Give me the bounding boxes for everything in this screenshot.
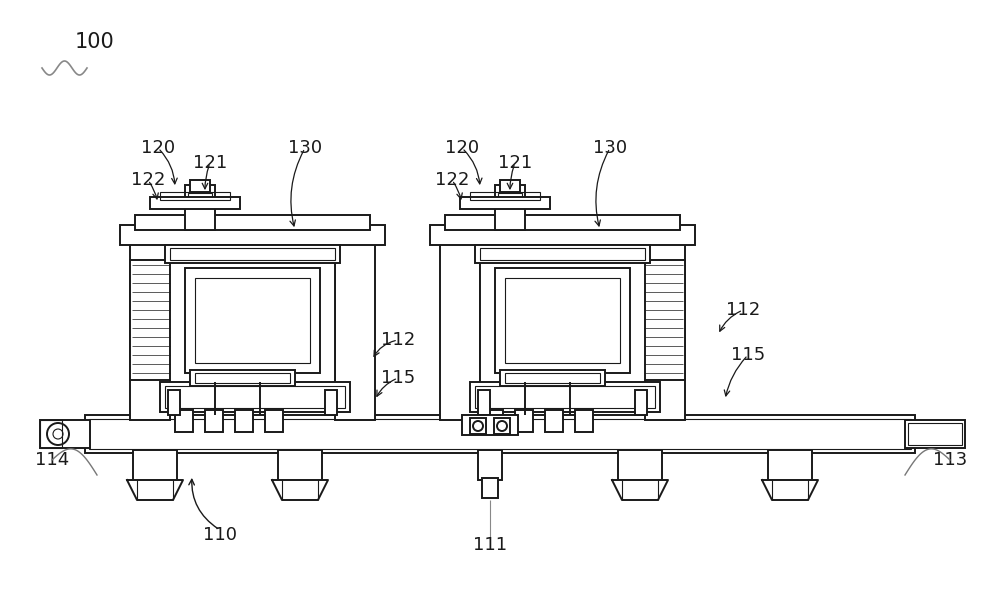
Bar bbox=[120, 225, 385, 245]
Bar bbox=[445, 215, 680, 230]
Polygon shape bbox=[762, 480, 818, 500]
Text: 130: 130 bbox=[593, 139, 627, 157]
Bar bbox=[335, 230, 375, 420]
Polygon shape bbox=[612, 480, 668, 500]
Bar bbox=[235, 410, 253, 432]
Bar bbox=[130, 260, 172, 380]
Text: 130: 130 bbox=[288, 139, 322, 157]
Text: 100: 100 bbox=[75, 32, 115, 52]
Bar bbox=[133, 450, 177, 480]
Bar bbox=[470, 382, 660, 412]
Bar bbox=[498, 193, 522, 201]
Bar bbox=[440, 230, 480, 420]
Text: 115: 115 bbox=[381, 369, 415, 387]
Bar bbox=[635, 390, 647, 415]
Bar bbox=[475, 386, 655, 408]
Bar bbox=[545, 410, 563, 432]
Bar bbox=[462, 415, 518, 435]
Bar bbox=[908, 423, 962, 445]
Bar bbox=[478, 450, 502, 480]
Bar bbox=[470, 418, 486, 434]
Bar bbox=[40, 420, 90, 448]
Bar bbox=[40, 420, 62, 448]
Bar bbox=[185, 185, 215, 230]
Bar bbox=[645, 230, 685, 420]
Bar bbox=[150, 197, 240, 209]
Bar bbox=[278, 450, 322, 480]
Bar bbox=[500, 180, 520, 192]
Bar bbox=[185, 268, 320, 373]
Text: 121: 121 bbox=[193, 154, 227, 172]
Text: 112: 112 bbox=[381, 331, 415, 349]
Polygon shape bbox=[272, 480, 328, 500]
Bar bbox=[482, 478, 498, 498]
Bar bbox=[188, 193, 212, 201]
Bar bbox=[480, 255, 645, 385]
Text: 120: 120 bbox=[445, 139, 479, 157]
Bar bbox=[165, 386, 345, 408]
Text: 121: 121 bbox=[498, 154, 532, 172]
Bar bbox=[505, 278, 620, 363]
Text: 122: 122 bbox=[435, 171, 469, 189]
Bar bbox=[495, 185, 525, 230]
Text: 111: 111 bbox=[473, 536, 507, 554]
Bar bbox=[478, 390, 490, 415]
Bar bbox=[175, 410, 193, 432]
Bar bbox=[205, 410, 223, 432]
Bar bbox=[89, 419, 911, 449]
Bar bbox=[160, 382, 350, 412]
Bar bbox=[165, 245, 340, 263]
Text: 114: 114 bbox=[35, 451, 69, 469]
Bar bbox=[618, 450, 662, 480]
Bar bbox=[470, 192, 540, 200]
Bar bbox=[515, 410, 533, 432]
Bar bbox=[190, 180, 210, 192]
Bar bbox=[170, 255, 335, 385]
Bar bbox=[768, 450, 812, 480]
Bar bbox=[190, 370, 295, 386]
Bar bbox=[168, 390, 180, 415]
Bar bbox=[130, 230, 170, 420]
Bar bbox=[195, 373, 290, 383]
Bar bbox=[160, 192, 230, 200]
Bar bbox=[485, 410, 503, 432]
Bar bbox=[460, 197, 550, 209]
Text: 113: 113 bbox=[933, 451, 967, 469]
Bar bbox=[475, 245, 650, 263]
Bar bbox=[265, 410, 283, 432]
Polygon shape bbox=[127, 480, 183, 500]
Text: 110: 110 bbox=[203, 526, 237, 544]
Bar bbox=[325, 390, 337, 415]
Bar bbox=[480, 248, 645, 260]
Bar bbox=[495, 268, 630, 373]
Text: 120: 120 bbox=[141, 139, 175, 157]
Bar bbox=[430, 225, 695, 245]
Bar bbox=[195, 278, 310, 363]
Bar bbox=[170, 248, 335, 260]
Bar bbox=[905, 420, 965, 448]
Bar bbox=[575, 410, 593, 432]
Text: 122: 122 bbox=[131, 171, 165, 189]
Bar bbox=[500, 370, 605, 386]
Bar bbox=[643, 260, 685, 380]
Text: 115: 115 bbox=[731, 346, 765, 364]
Bar bbox=[494, 418, 510, 434]
Text: 112: 112 bbox=[726, 301, 760, 319]
Bar bbox=[85, 415, 915, 453]
Bar bbox=[505, 373, 600, 383]
Bar bbox=[135, 215, 370, 230]
